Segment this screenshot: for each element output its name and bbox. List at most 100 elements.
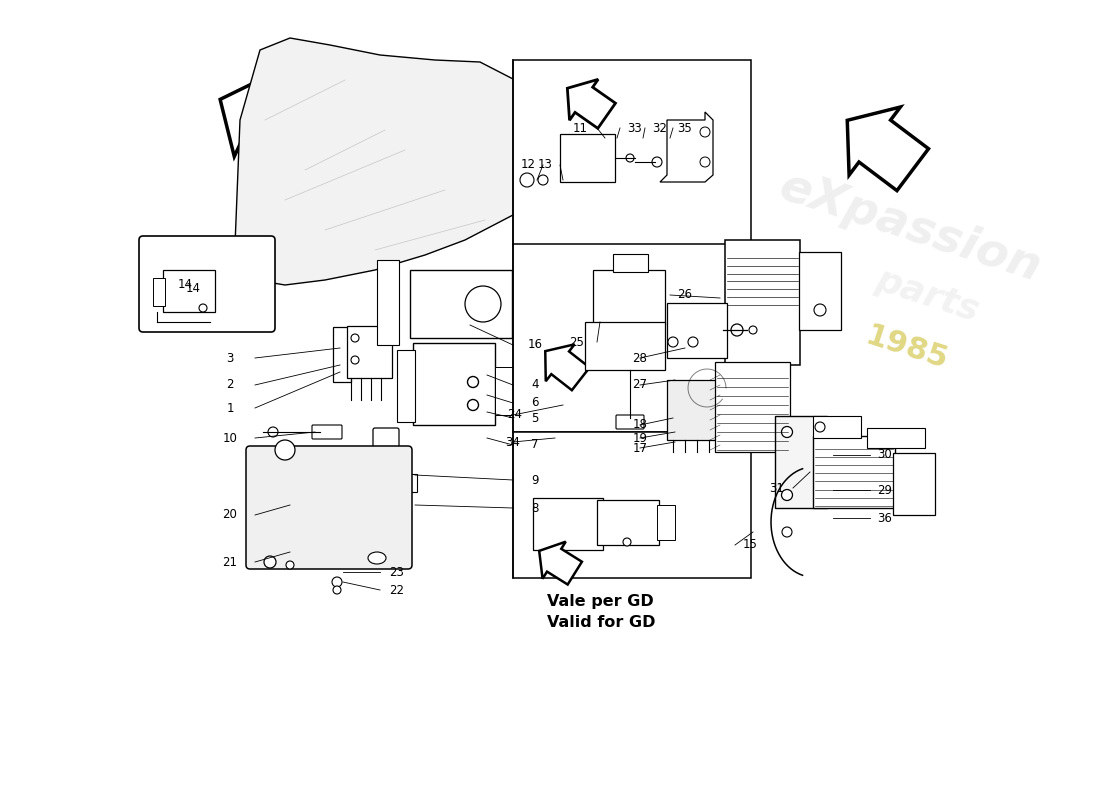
- Text: eXpassion: eXpassion: [773, 165, 1047, 291]
- Circle shape: [286, 561, 294, 569]
- Text: 31: 31: [770, 482, 784, 494]
- Text: 14: 14: [177, 278, 192, 291]
- Polygon shape: [539, 542, 582, 585]
- Text: 23: 23: [389, 566, 405, 578]
- Text: 20: 20: [222, 509, 238, 522]
- Text: 30: 30: [878, 449, 892, 462]
- Polygon shape: [220, 74, 311, 162]
- Circle shape: [468, 377, 478, 387]
- Bar: [513, 60, 751, 245]
- FancyBboxPatch shape: [373, 428, 399, 480]
- Text: 33: 33: [628, 122, 642, 134]
- Circle shape: [782, 527, 792, 537]
- Text: 36: 36: [878, 511, 892, 525]
- Circle shape: [468, 399, 478, 410]
- Circle shape: [668, 337, 678, 347]
- Text: 7: 7: [531, 438, 539, 451]
- Text: 12: 12: [520, 158, 536, 171]
- FancyBboxPatch shape: [534, 498, 603, 550]
- Circle shape: [275, 440, 295, 460]
- Circle shape: [700, 127, 710, 137]
- Circle shape: [688, 337, 698, 347]
- Circle shape: [700, 157, 710, 167]
- Text: 35: 35: [678, 122, 692, 134]
- Text: Vale per GD
Valid for GD: Vale per GD Valid for GD: [547, 594, 656, 630]
- Circle shape: [332, 577, 342, 587]
- FancyBboxPatch shape: [397, 350, 415, 422]
- FancyBboxPatch shape: [333, 327, 351, 382]
- FancyBboxPatch shape: [585, 322, 666, 370]
- Text: 34: 34: [506, 435, 520, 449]
- Ellipse shape: [368, 552, 386, 564]
- Circle shape: [520, 173, 534, 187]
- FancyBboxPatch shape: [613, 254, 648, 272]
- FancyBboxPatch shape: [725, 240, 800, 365]
- Text: 9: 9: [531, 474, 539, 486]
- Circle shape: [538, 175, 548, 185]
- Polygon shape: [660, 112, 713, 182]
- Text: 2: 2: [227, 378, 233, 391]
- FancyBboxPatch shape: [495, 367, 513, 415]
- Text: 15: 15: [742, 538, 758, 551]
- FancyBboxPatch shape: [312, 425, 342, 439]
- FancyBboxPatch shape: [597, 500, 659, 545]
- Text: 19: 19: [632, 431, 648, 445]
- Circle shape: [749, 326, 757, 334]
- FancyBboxPatch shape: [813, 436, 895, 508]
- Circle shape: [623, 538, 631, 546]
- Text: 26: 26: [678, 289, 693, 302]
- Polygon shape: [546, 344, 590, 390]
- Bar: [513, 244, 751, 432]
- FancyBboxPatch shape: [593, 270, 666, 325]
- Circle shape: [264, 556, 276, 568]
- Text: 3: 3: [227, 351, 233, 365]
- Text: 32: 32: [652, 122, 668, 134]
- FancyBboxPatch shape: [346, 326, 392, 378]
- FancyBboxPatch shape: [560, 134, 615, 182]
- Circle shape: [199, 304, 207, 312]
- Circle shape: [351, 334, 359, 342]
- Polygon shape: [847, 107, 928, 190]
- FancyBboxPatch shape: [776, 416, 827, 508]
- Text: 13: 13: [538, 158, 552, 171]
- FancyBboxPatch shape: [667, 380, 729, 440]
- Text: 28: 28: [632, 351, 648, 365]
- Text: 1985: 1985: [862, 321, 951, 375]
- Text: 24: 24: [507, 409, 522, 422]
- Circle shape: [333, 586, 341, 594]
- Circle shape: [363, 479, 371, 487]
- Text: 1: 1: [227, 402, 233, 414]
- Text: 29: 29: [878, 483, 892, 497]
- FancyBboxPatch shape: [867, 428, 925, 448]
- Circle shape: [815, 422, 825, 432]
- Polygon shape: [568, 79, 616, 128]
- Circle shape: [465, 286, 501, 322]
- Text: 22: 22: [389, 583, 405, 597]
- Text: 10: 10: [222, 431, 238, 445]
- Circle shape: [403, 479, 411, 487]
- FancyBboxPatch shape: [715, 362, 790, 452]
- Circle shape: [732, 324, 742, 336]
- Circle shape: [626, 154, 634, 162]
- Polygon shape: [235, 38, 540, 285]
- Text: 21: 21: [222, 555, 238, 569]
- Circle shape: [781, 490, 792, 501]
- FancyBboxPatch shape: [893, 453, 935, 515]
- Text: 14: 14: [186, 282, 200, 294]
- FancyBboxPatch shape: [616, 415, 644, 429]
- Text: 18: 18: [632, 418, 648, 431]
- Circle shape: [351, 356, 359, 364]
- FancyBboxPatch shape: [410, 270, 512, 338]
- FancyBboxPatch shape: [412, 343, 495, 425]
- FancyBboxPatch shape: [358, 474, 417, 492]
- Text: 5: 5: [531, 411, 539, 425]
- Circle shape: [652, 157, 662, 167]
- Text: 16: 16: [528, 338, 542, 351]
- Circle shape: [268, 427, 278, 437]
- Text: 27: 27: [632, 378, 648, 391]
- Text: 11: 11: [572, 122, 587, 134]
- FancyBboxPatch shape: [153, 278, 165, 306]
- Text: 8: 8: [531, 502, 539, 514]
- FancyBboxPatch shape: [139, 236, 275, 332]
- FancyBboxPatch shape: [657, 505, 675, 540]
